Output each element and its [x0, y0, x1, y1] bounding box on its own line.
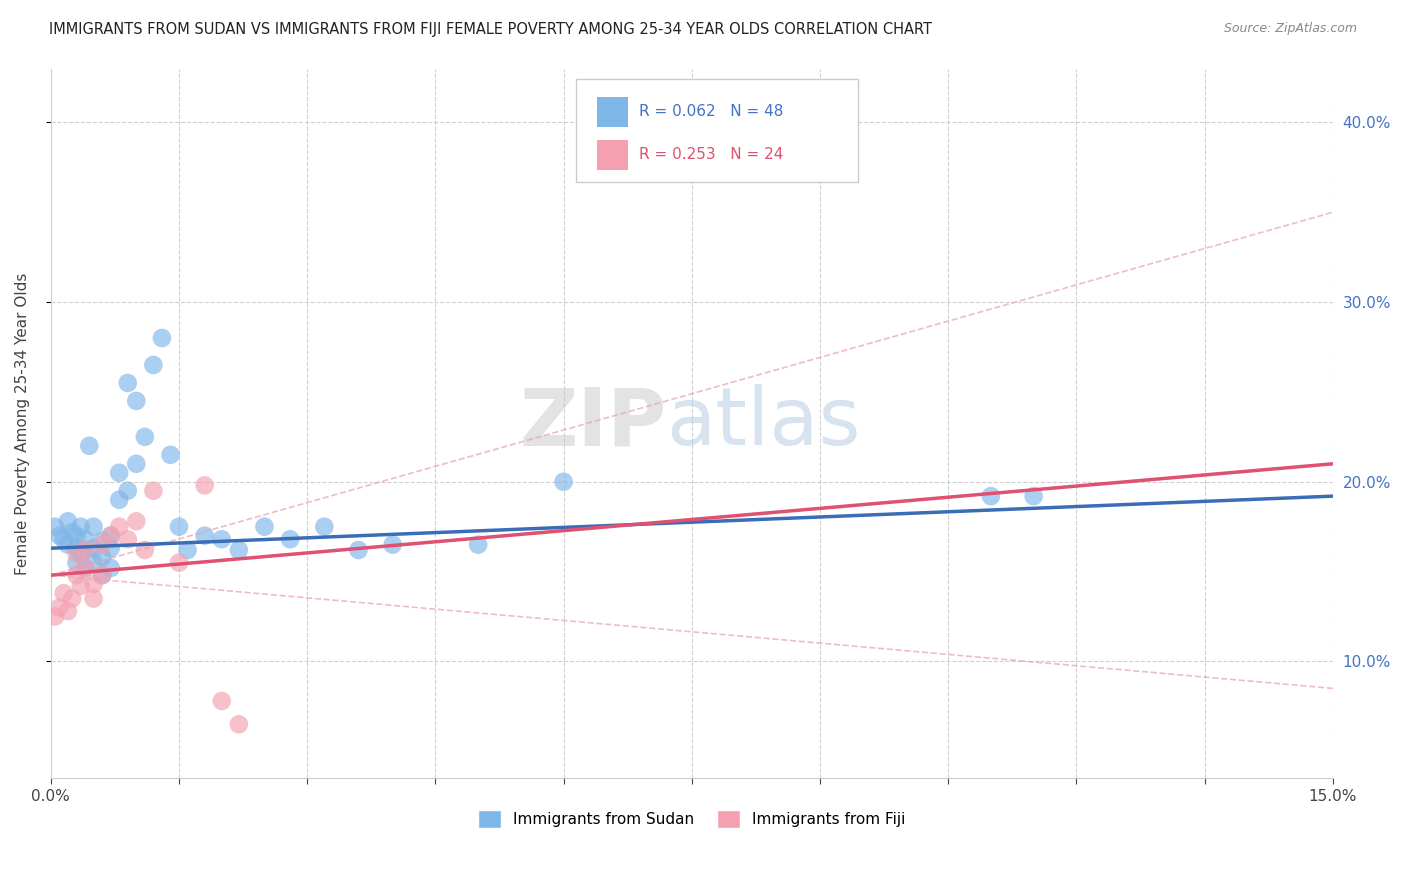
Point [48, 529, 70, 543]
Point [117, 483, 139, 498]
Point [48, 600, 70, 615]
Point [211, 694, 233, 708]
Legend: Immigrants from Sudan, Immigrants from Fiji: Immigrants from Sudan, Immigrants from F… [472, 804, 911, 834]
Point [83, 591, 105, 606]
Point [56, 604, 79, 618]
Point [65, 568, 87, 582]
Point [108, 519, 131, 533]
Point [83, 541, 105, 556]
Text: R = 0.253   N = 24: R = 0.253 N = 24 [640, 147, 783, 162]
FancyBboxPatch shape [598, 140, 627, 169]
Point [253, 519, 276, 533]
Point [73, 543, 96, 558]
Point [211, 533, 233, 547]
Point [56, 514, 79, 528]
Point [278, 533, 301, 547]
Point [381, 538, 404, 552]
Text: Source: ZipAtlas.com: Source: ZipAtlas.com [1223, 22, 1357, 36]
Point [117, 533, 139, 547]
Point [73, 561, 96, 575]
Point [91, 568, 114, 582]
Point [228, 543, 250, 558]
Text: ZIP: ZIP [519, 384, 666, 462]
Y-axis label: Female Poverty Among 25-34 Year Olds: Female Poverty Among 25-34 Year Olds [15, 272, 30, 574]
Point [56, 538, 79, 552]
Point [980, 489, 1002, 503]
Point [108, 492, 131, 507]
Point [167, 519, 190, 533]
Point [73, 561, 96, 575]
Point [100, 529, 122, 543]
Text: IMMIGRANTS FROM SUDAN VS IMMIGRANTS FROM FIJI FEMALE POVERTY AMONG 25-34 YEAR OL: IMMIGRANTS FROM SUDAN VS IMMIGRANTS FROM… [49, 22, 932, 37]
Point [60, 591, 83, 606]
Point [65, 541, 87, 556]
Point [79, 439, 101, 453]
Point [65, 547, 87, 561]
Point [100, 561, 122, 575]
Point [117, 376, 139, 390]
Point [69, 547, 91, 561]
Point [52, 586, 75, 600]
FancyBboxPatch shape [576, 79, 859, 182]
Point [73, 533, 96, 547]
Point [60, 524, 83, 539]
FancyBboxPatch shape [598, 96, 627, 127]
Point [69, 579, 91, 593]
Point [314, 519, 336, 533]
Text: atlas: atlas [666, 384, 860, 462]
Point [65, 529, 87, 543]
Point [176, 543, 198, 558]
Point [44, 609, 66, 624]
Point [83, 519, 105, 533]
Point [91, 568, 114, 582]
Point [194, 478, 217, 492]
Point [100, 541, 122, 556]
Point [83, 556, 105, 570]
Point [108, 466, 131, 480]
Point [134, 430, 156, 444]
Point [83, 577, 105, 591]
Point [467, 538, 489, 552]
Point [142, 358, 165, 372]
Point [134, 543, 156, 558]
Point [167, 556, 190, 570]
Point [100, 529, 122, 543]
Point [228, 717, 250, 731]
Point [52, 533, 75, 547]
Point [91, 538, 114, 552]
Point [91, 550, 114, 565]
Point [194, 529, 217, 543]
Point [73, 543, 96, 558]
Point [347, 543, 370, 558]
Point [44, 519, 66, 533]
Point [553, 475, 575, 489]
Point [150, 331, 173, 345]
Point [1022, 489, 1045, 503]
Point [125, 457, 148, 471]
Text: R = 0.062   N = 48: R = 0.062 N = 48 [640, 104, 783, 120]
Point [91, 534, 114, 549]
Point [69, 519, 91, 533]
Point [159, 448, 181, 462]
Point [125, 393, 148, 408]
Point [142, 483, 165, 498]
Point [65, 556, 87, 570]
Point [125, 514, 148, 528]
